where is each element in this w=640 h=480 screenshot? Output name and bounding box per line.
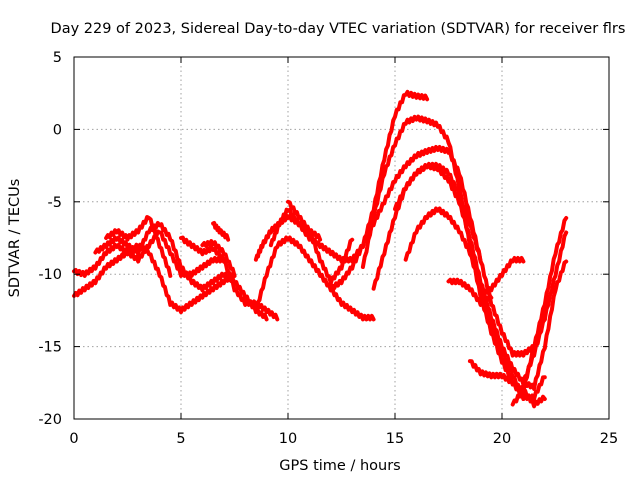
y-tick-label: 5 (53, 50, 62, 66)
series-arc5 (179, 235, 280, 322)
x-tick-label: 20 (493, 431, 511, 447)
series-arc17 (446, 277, 494, 307)
series-arc2 (72, 229, 226, 278)
y-tick-label: -10 (38, 267, 62, 283)
series-arc3 (93, 221, 269, 322)
series-arc10 (268, 89, 430, 264)
series-arc20 (510, 216, 569, 407)
series-arc1 (72, 242, 237, 315)
x-tick-label: 15 (386, 431, 404, 447)
series-arc12 (328, 145, 547, 358)
data-series (72, 89, 569, 409)
plot-frame (73, 56, 610, 420)
x-tick-label: 10 (279, 431, 297, 447)
series-arc21 (521, 230, 569, 385)
axis-ticks: 0 5 10 15 20 25 5 0 -5 -10 -15 -20 (38, 50, 618, 447)
series-arc18 (478, 256, 526, 298)
series-arc7 (211, 221, 231, 242)
y-tick-label: -20 (38, 412, 62, 428)
y-axis-label: SDTVAR / TECUs (7, 179, 23, 298)
series-arc6 (200, 239, 237, 278)
series-arc15 (393, 161, 483, 264)
series-arc11 (286, 199, 355, 286)
chart-title: Day 229 of 2023, Sidereal Day-to-day VTE… (51, 21, 626, 37)
x-axis-label: GPS time / hours (279, 458, 400, 474)
x-tick-label: 0 (69, 431, 78, 447)
y-tick-label: -5 (48, 195, 62, 211)
series-arc4 (104, 215, 173, 278)
series-arc16 (403, 206, 526, 401)
series-arc8 (253, 235, 376, 322)
series-arc19 (467, 359, 547, 409)
x-tick-label: 25 (600, 431, 618, 447)
y-tick-label: 0 (53, 122, 62, 138)
x-tick-label: 5 (176, 431, 185, 447)
y-tick-label: -15 (38, 340, 62, 356)
